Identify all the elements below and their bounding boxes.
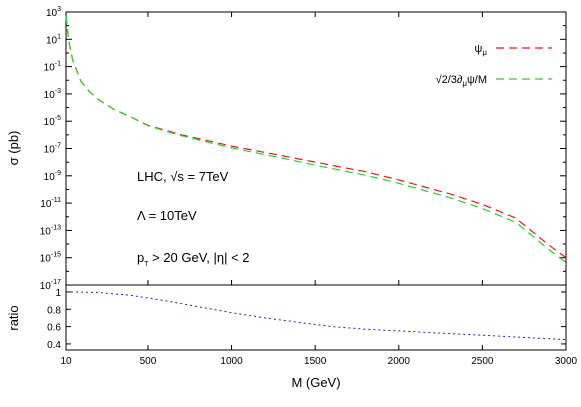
y-tick-label: 10-1: [44, 61, 61, 74]
x-tick-label: 1500: [304, 356, 327, 367]
y-tick-label: 10-5: [44, 115, 61, 128]
main-y-ticks: 103 101 10-1 10-3 10-5 10-7 10-9 10-11 10-13 10-1…: [40, 6, 566, 292]
x-axis-label: M (GeV): [291, 375, 340, 390]
annotation-lhc: LHC, √s = 7TeV: [137, 169, 229, 184]
y-tick-label: 101: [46, 33, 61, 46]
ratio-tick-label: 0.6: [47, 323, 61, 334]
main-plot-frame: [65, 11, 567, 286]
x-tick-label: 500: [140, 356, 157, 367]
y-tick-label: 10-7: [44, 143, 61, 156]
y-axis-label-main: σ (pb): [6, 131, 21, 166]
series-line-1: [65, 16, 567, 263]
y-tick-label: 10-17: [40, 279, 61, 292]
main-series: [65, 16, 567, 263]
annotation-lambda: Λ = 10TeV: [137, 208, 197, 223]
legend: ψμ √2/3∂μψ/M: [436, 43, 552, 88]
x-tick-label: 10: [60, 356, 72, 367]
ratio-tick-label: 0.4: [47, 340, 61, 351]
y-tick-label: 10-9: [44, 170, 61, 183]
ratio-y-ticks: 1 0.8 0.6 0.4: [47, 288, 566, 351]
x-tick-label: 2500: [471, 356, 494, 367]
ratio-tick-label: 1: [55, 288, 61, 299]
y-tick-label: 10-15: [40, 252, 61, 265]
ratio-tick-label: 0.8: [47, 305, 61, 316]
legend-label-derivative: √2/3∂μψ/M: [436, 74, 487, 88]
y-tick-label: 10-3: [44, 88, 61, 101]
x-ticks: 10 500 1000 1500 2000 2500 3000: [60, 12, 578, 367]
ratio-plot-frame: [65, 284, 567, 351]
y-axis-label-ratio: ratio: [6, 305, 21, 330]
y-tick-label: 103: [46, 6, 61, 19]
x-tick-label: 3000: [555, 356, 578, 367]
y-tick-label: 10-11: [40, 197, 61, 210]
annotation-cuts: pT > 20 GeV, |η| < 2: [137, 250, 250, 268]
ratio-series: [65, 291, 567, 341]
ratio-line-0: [65, 291, 567, 341]
y-tick-label: 10-13: [40, 224, 61, 237]
legend-label-psi: ψμ: [475, 43, 488, 57]
x-tick-label: 1000: [220, 356, 243, 367]
x-tick-label: 2000: [388, 356, 411, 367]
